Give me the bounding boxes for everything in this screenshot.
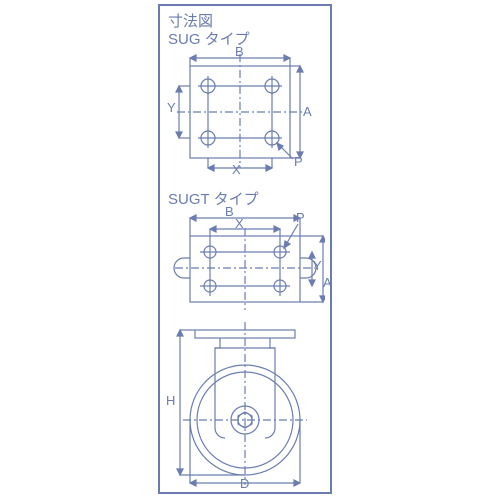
sugt-y-label: Y	[313, 258, 322, 273]
diagram-container: 寸法図 SUG タイプ	[0, 0, 500, 500]
sug-x-label: X	[232, 162, 241, 177]
caster-side-diagram	[165, 320, 325, 490]
sug-y-label: Y	[167, 100, 176, 115]
sug-b-label: B	[235, 44, 244, 59]
caster-h-label: H	[166, 393, 175, 408]
sugt-p-label: P	[296, 210, 305, 225]
sugt-x-label: X	[235, 216, 244, 231]
sug-p-label: P	[294, 154, 303, 169]
sug-a-label: A	[303, 104, 312, 119]
sugt-b-label: B	[225, 204, 234, 219]
sugt-a-label: A	[323, 275, 332, 290]
caster-d-label: D	[240, 476, 249, 491]
